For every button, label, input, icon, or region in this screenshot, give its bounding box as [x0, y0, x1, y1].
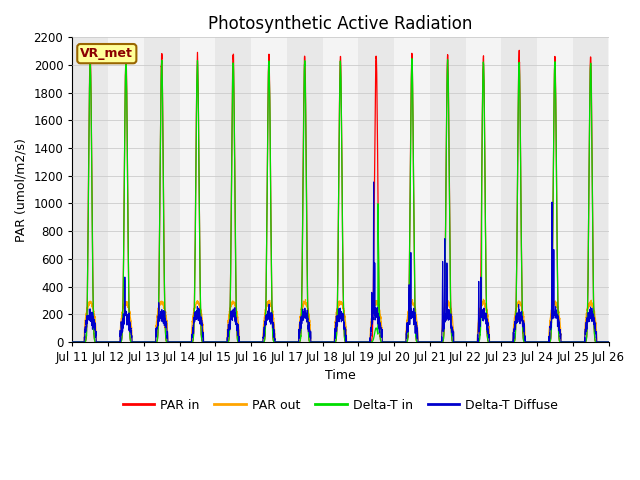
Bar — [251, 37, 287, 342]
PAR in — [461, 339, 468, 345]
Line: Delta-T Diffuse: Delta-T Diffuse — [72, 182, 609, 342]
Delta-T Diffuse — [370, 179, 378, 185]
Delta-T Diffuse — [321, 339, 328, 345]
Delta-T Diffuse — [461, 339, 468, 345]
PAR in — [68, 339, 76, 345]
PAR in — [605, 339, 612, 345]
Legend: PAR in, PAR out, Delta-T in, Delta-T Diffuse: PAR in, PAR out, Delta-T in, Delta-T Dif… — [118, 394, 563, 417]
Line: PAR in: PAR in — [72, 50, 609, 342]
Line: Delta-T in: Delta-T in — [72, 59, 609, 342]
Delta-T in — [461, 339, 468, 345]
Title: Photosynthetic Active Radiation: Photosynthetic Active Radiation — [208, 15, 472, 33]
PAR in — [491, 339, 499, 345]
PAR in — [515, 48, 523, 53]
Delta-T Diffuse — [68, 339, 76, 345]
Bar — [430, 37, 465, 342]
Bar — [144, 37, 180, 342]
PAR out — [491, 339, 499, 345]
Delta-T Diffuse — [431, 339, 438, 345]
Delta-T in — [491, 339, 499, 345]
Delta-T Diffuse — [604, 339, 612, 345]
PAR out — [321, 339, 328, 345]
Bar — [180, 37, 215, 342]
PAR out — [431, 339, 438, 345]
Bar — [323, 37, 358, 342]
PAR in — [165, 339, 173, 345]
PAR in — [321, 339, 328, 345]
PAR in — [431, 339, 438, 345]
Delta-T Diffuse — [491, 339, 499, 345]
Bar — [501, 37, 537, 342]
PAR out — [461, 339, 468, 345]
Bar — [287, 37, 323, 342]
Bar — [573, 37, 609, 342]
Bar — [215, 37, 251, 342]
Bar — [358, 37, 394, 342]
Bar — [394, 37, 430, 342]
PAR in — [604, 339, 612, 345]
Delta-T in — [408, 56, 416, 61]
Text: VR_met: VR_met — [81, 47, 133, 60]
X-axis label: Time: Time — [325, 370, 356, 383]
Delta-T Diffuse — [165, 339, 173, 345]
Delta-T in — [605, 339, 612, 345]
PAR out — [479, 297, 487, 302]
PAR out — [68, 339, 76, 345]
Y-axis label: PAR (umol/m2/s): PAR (umol/m2/s) — [15, 138, 28, 241]
Bar — [108, 37, 144, 342]
Delta-T Diffuse — [605, 339, 612, 345]
Delta-T in — [321, 339, 328, 345]
PAR out — [604, 339, 612, 345]
Delta-T in — [165, 339, 173, 345]
Delta-T in — [604, 339, 612, 345]
Delta-T in — [68, 339, 76, 345]
PAR out — [605, 339, 612, 345]
Delta-T in — [431, 339, 438, 345]
Line: PAR out: PAR out — [72, 300, 609, 342]
Bar — [72, 37, 108, 342]
Bar — [465, 37, 501, 342]
Bar — [537, 37, 573, 342]
PAR out — [165, 339, 173, 345]
